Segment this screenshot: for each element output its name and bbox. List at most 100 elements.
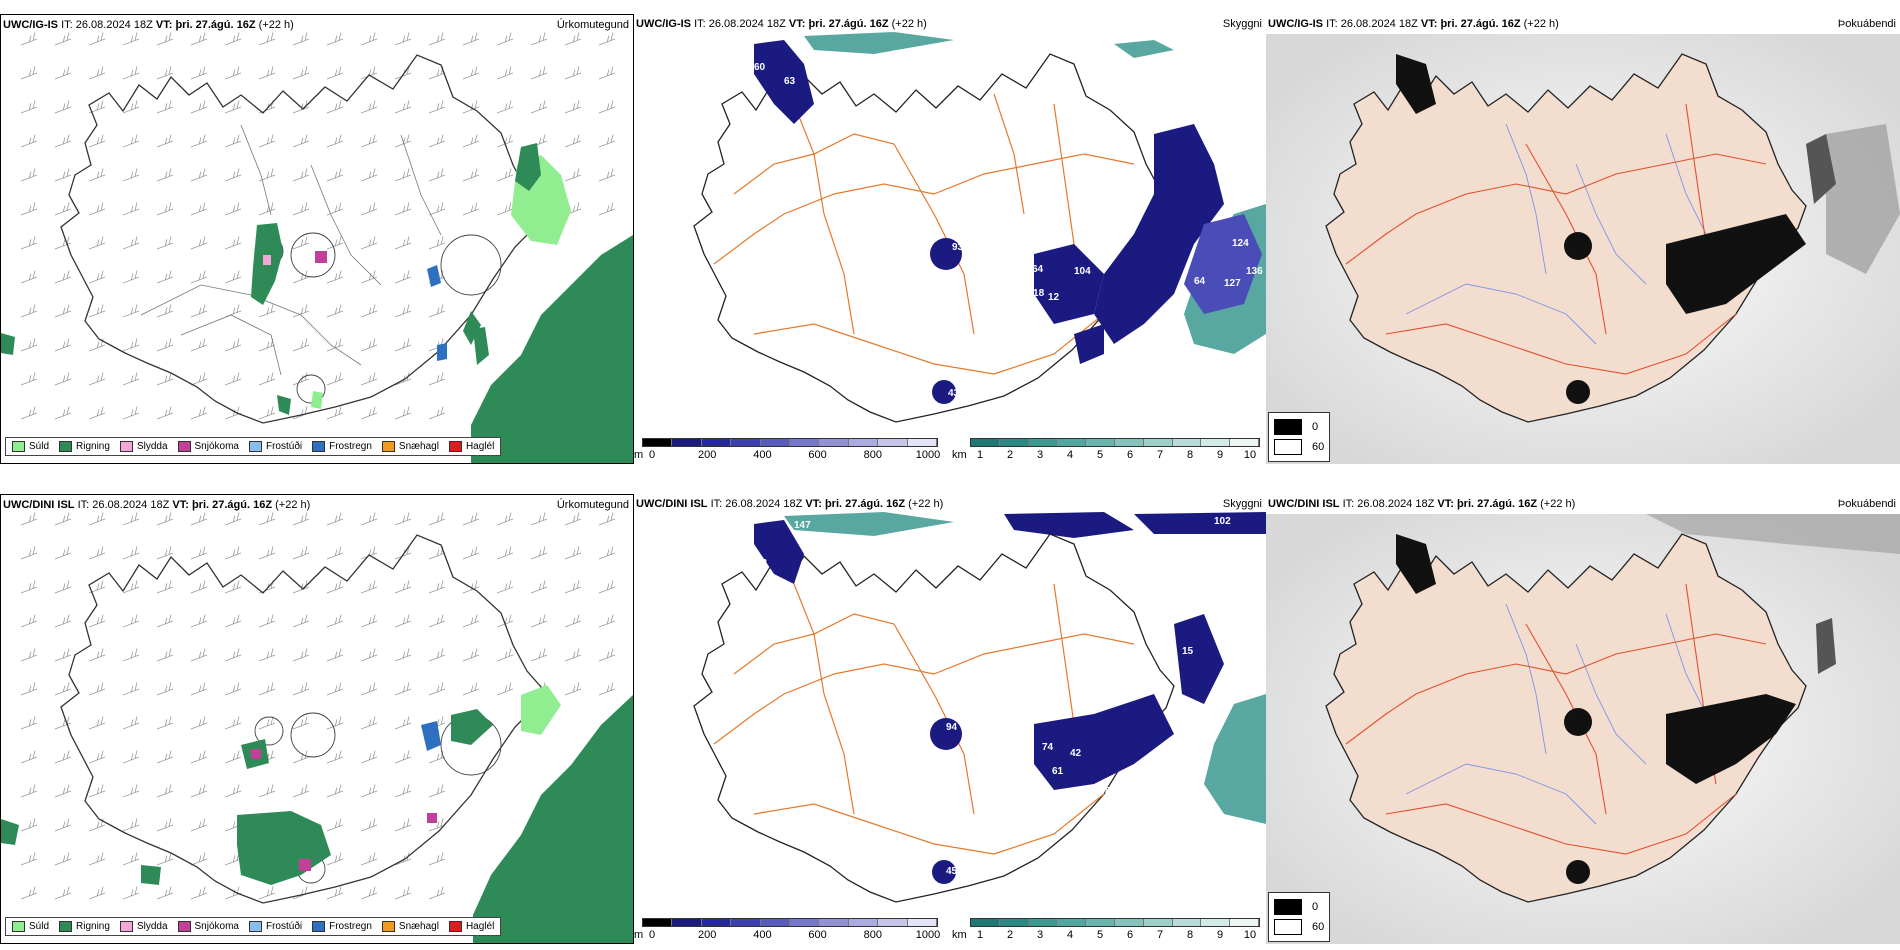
wind-barb [394,784,412,798]
legend-item: Rigning [59,441,110,452]
colorbar-tick: 0 [648,929,656,941]
wind-barb [20,886,38,900]
colorbar-tick: 8 [1186,929,1194,941]
wind-barb [20,372,38,386]
wind-barb [88,818,106,832]
colorbar-tick: 10 [1243,449,1257,461]
wind-barb [360,406,378,420]
wind-barb [54,338,72,352]
wind-barb [394,818,412,832]
cloud-base-label: 64 [1032,264,1044,275]
wind-barb [462,100,480,114]
cloud-base-label: 108 [1094,786,1111,797]
wind-barb [292,406,310,420]
fog-sea-dark [1646,514,1900,554]
wind-barb [122,546,140,560]
wind-barb [156,406,174,420]
colorbar-tick: 7 [1156,449,1164,461]
wind-barb [88,614,106,628]
wind-barb [598,648,616,662]
wind-barb [122,614,140,628]
fog-legend: 0 60 [1268,412,1331,462]
wind-barb [190,614,208,628]
wind-barb [190,202,208,216]
iceland-outline [60,54,542,424]
wind-barb [224,168,242,182]
model-name: UWC/IG-IS [1268,18,1323,30]
wind-barb [564,512,582,526]
cloud-base-label: 64 [1194,276,1206,287]
wind-barb [122,750,140,764]
wind-barb [122,512,140,526]
cloud-base-label: 43 [948,388,960,399]
wind-barb [54,512,72,526]
wind-barb [190,372,208,386]
wind-barb [462,818,480,832]
panel-header: UWC/DINI ISL IT: 26.08.2024 18Z VT: þri.… [636,498,943,510]
colorbar-tick: 200 [698,929,717,941]
colorbar-tick: 7 [1156,929,1164,941]
colorbar-cell [790,919,820,926]
lead-time: (+22 h) [275,499,311,511]
wind-barb [428,202,446,216]
wind-barb [88,270,106,284]
colorbar-tick: 3 [1036,929,1044,941]
colorbar-cell [1172,439,1202,446]
colorbar-tick: 1 [976,929,984,941]
legend-label: Frostúði [265,441,303,452]
colorbar-cell [1086,439,1115,446]
wind-barb [428,750,446,764]
wind-barb [326,784,344,798]
wind-barb [564,32,582,46]
wind-barb [462,202,480,216]
wind-barb [122,784,140,798]
model-name: UWC/IG-IS [636,18,691,30]
vt-value: þri. 27.ágú. 16Z [1440,18,1521,30]
wind-barb [224,32,242,46]
colorbar-cell [760,919,791,926]
panel-header: UWC/IG-IS IT: 26.08.2024 18Z VT: þri. 27… [3,19,294,31]
wind-barb [54,750,72,764]
wind-barb [428,784,446,798]
cloud-base-label: 12 [1048,292,1060,303]
wind-barb [360,202,378,216]
wind-barb [428,512,446,526]
wind-barb [462,614,480,628]
wind-barb [360,304,378,318]
legend-item: Haglél [448,921,494,932]
wind-barb [224,372,242,386]
wind-barb [496,750,514,764]
legend-swatch [59,441,73,452]
legend-swatch [312,441,326,452]
wind-barb [292,648,310,662]
wind-barb [122,338,140,352]
legend-item: Snæhagl [381,921,439,932]
wind-barb [88,66,106,80]
wind-barb [462,546,480,560]
wind-barb [292,134,310,148]
colorbar-cell [672,439,702,446]
panel-header: UWC/DINI ISL IT: 26.08.2024 18Z VT: þri.… [3,499,310,511]
colorbar-tick: 10 [1243,929,1257,941]
wind-barb [564,236,582,250]
wind-barb [326,372,344,386]
cloud-base-label: 38 [1020,252,1032,263]
wind-barb [326,886,344,900]
wind-barb [156,750,174,764]
wind-barb [122,32,140,46]
cloud-base-label: 34 [1104,176,1116,187]
wind-barb [530,270,548,284]
legend-swatch [248,441,262,452]
wind-barb [326,134,344,148]
colorbar-cell [907,439,938,446]
fog-legend-swatch [1274,419,1302,435]
wind-barb [88,716,106,730]
wind-barb [190,886,208,900]
wind-barb [326,546,344,560]
wind-barb [122,304,140,318]
wind-barb [564,614,582,628]
cloud-base-label: 50 [804,116,816,127]
wind-barb [496,338,514,352]
colorbar-cell [1086,919,1115,926]
wind-barb [88,750,106,764]
